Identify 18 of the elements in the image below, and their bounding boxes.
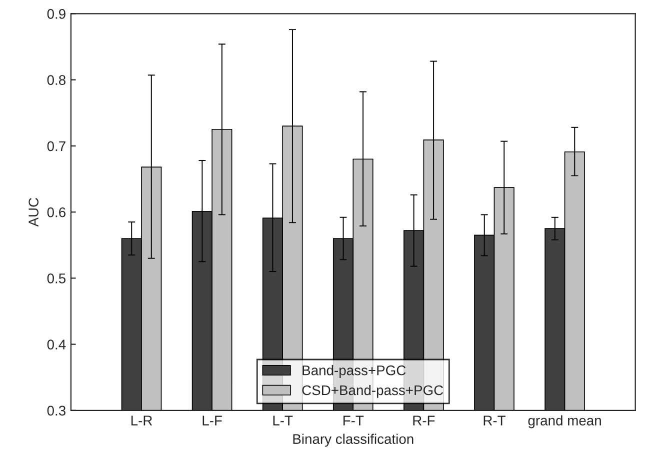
x-tick-label: R-T [484,416,506,426]
x-axis-title: Binary classification [293,434,414,447]
x-tick-label: R-F [413,416,435,426]
y-tick-label: 0.5 [47,273,66,284]
y-tick-label: 0.6 [47,207,66,218]
x-tick-label: L-F [202,416,222,426]
y-tick-label: 0.4 [47,340,66,350]
y-axis-title: AUC [28,198,38,227]
y-tick-label: 0.9 [47,9,66,19]
x-tick-label: L-T [273,416,293,426]
x-tick-label: grand mean [528,415,601,428]
y-tick-label: 0.3 [47,406,66,416]
x-tick-label: F-T [343,416,364,426]
y-tick-label: 0.8 [47,75,66,85]
legend-label: CSD+Band-pass+PGC [302,384,444,398]
legend-label: Band-pass+PGC [302,365,406,378]
y-tick-label: 0.7 [47,141,66,152]
x-tick-label: L-R [131,416,152,426]
